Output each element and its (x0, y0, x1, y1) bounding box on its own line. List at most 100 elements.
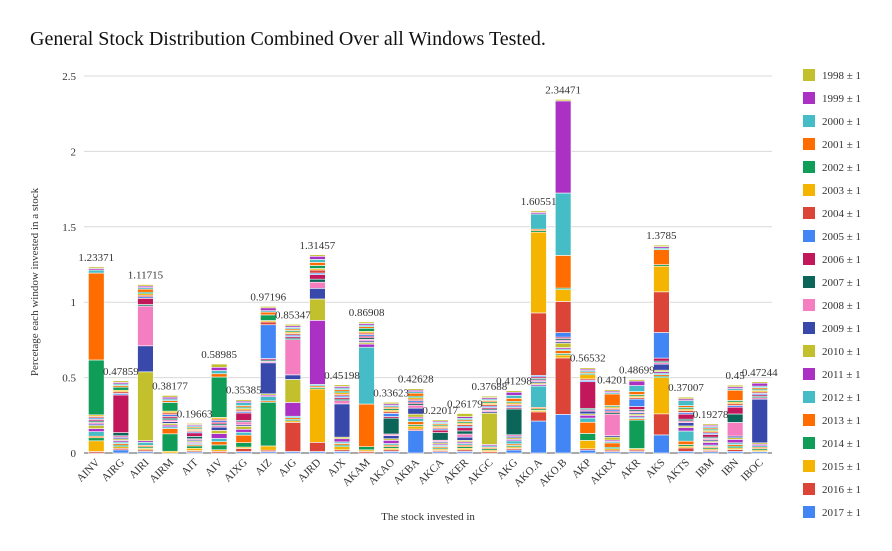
total-label: 2.34471 (545, 84, 581, 96)
bar-segment (579, 449, 596, 454)
bar-stack (382, 401, 400, 454)
legend-swatch (803, 437, 815, 449)
legend-item: 2011 ± 1 (803, 368, 861, 381)
bar-segment (358, 346, 375, 405)
bar-segment (554, 350, 572, 354)
bar-segment (579, 414, 596, 419)
x-tick-label: IBM (694, 456, 717, 479)
bar-segment (260, 401, 277, 447)
legend-item: 2013 ± 1 (803, 414, 861, 427)
bar-segment (88, 359, 105, 416)
bar-segment (505, 408, 523, 436)
bar-segment (604, 436, 621, 441)
bar-segment (579, 421, 596, 434)
bar-segment (137, 305, 154, 347)
bar-segment (505, 394, 523, 399)
legend-swatch (803, 414, 815, 426)
legend-swatch (803, 506, 815, 518)
bar-segment (554, 192, 572, 256)
legend-label: 2002 ± 1 (822, 162, 861, 174)
bar-segment (579, 410, 596, 415)
bar-segment (260, 445, 277, 451)
bar-segment (210, 426, 228, 431)
bar-segment (726, 413, 744, 423)
total-label: 1.31457 (300, 240, 336, 252)
bar-segment (235, 426, 252, 430)
bar-stack (235, 399, 252, 454)
bar-segment (186, 445, 203, 449)
x-tick-label: AIRM (147, 456, 176, 485)
y-tick-label: 0 (71, 448, 77, 460)
bar-segment (382, 413, 400, 417)
bar-segment (284, 379, 302, 403)
total-label: 0.45 (726, 370, 746, 382)
bar-segment (554, 99, 572, 102)
legend-label: 2000 ± 1 (822, 116, 861, 128)
bar-segment (260, 314, 277, 321)
legend-label: 2016 ± 1 (822, 484, 861, 496)
bar-segment (88, 266, 105, 269)
total-label: 1.23371 (78, 252, 114, 264)
bar-stack (309, 254, 326, 454)
bar-segment (112, 386, 130, 391)
bar-segment (554, 357, 572, 415)
bar-stack (137, 284, 154, 454)
legend-item: 2015 ± 1 (803, 460, 861, 473)
y-tick-label: 1 (71, 297, 77, 309)
bar-segment (235, 412, 252, 421)
bar-segment (751, 398, 768, 444)
bar-segment (284, 422, 302, 452)
bar-segment (358, 327, 375, 332)
bar-segment (235, 448, 252, 452)
bar-segment (186, 423, 203, 425)
bar-segment (604, 393, 621, 406)
legend-swatch (803, 92, 815, 104)
legend-swatch (803, 483, 815, 495)
bar-segment (260, 321, 277, 326)
legend-swatch (803, 207, 815, 219)
bar-stack (604, 389, 621, 454)
total-label: 0.41298 (496, 376, 532, 388)
legend-item: 2017 ± 1 (803, 506, 861, 519)
bar-segment (407, 413, 424, 418)
bar-segment (653, 434, 670, 454)
bar-segment (309, 442, 326, 452)
x-tick-label: AIZ (253, 456, 275, 478)
bar-segment (210, 430, 228, 434)
legend-item: 2016 ± 1 (803, 483, 861, 496)
bar-stack (554, 99, 572, 454)
bar-segment (309, 259, 326, 263)
legend-item: 1998 ± 1 (803, 69, 861, 82)
bar-segment (456, 433, 474, 438)
bar-stack (210, 363, 228, 454)
legend-label: 2007 ± 1 (822, 277, 861, 289)
bar-segment (751, 381, 768, 384)
bar-segment (677, 396, 695, 400)
bar-segment (210, 438, 228, 442)
bar-segment (407, 388, 424, 391)
bar-stack (333, 384, 351, 454)
bar-segment (481, 412, 498, 445)
bar-segment (88, 431, 105, 437)
bar-stack (407, 388, 424, 454)
bar-segment (407, 407, 424, 415)
bar-segment (382, 440, 400, 444)
bar-stack (628, 379, 646, 454)
x-tick-label: AKAM (340, 456, 372, 488)
bar-segment (456, 436, 474, 441)
y-axis: 0 0.5 1 1.5 2 2.5 (62, 71, 76, 460)
bar-segment (505, 391, 523, 396)
legend-swatch (803, 115, 815, 127)
bar-segment (432, 419, 449, 422)
x-tick-label: AKAO (366, 457, 397, 488)
total-label: 0.42628 (398, 374, 434, 386)
legend-swatch (803, 138, 815, 150)
bar-segment (579, 381, 596, 409)
legend-swatch (803, 161, 815, 173)
bar-segment (554, 289, 572, 302)
bar-segment (333, 400, 351, 405)
total-label: 0.33623 (373, 387, 409, 399)
legend-label: 2012 ± 1 (822, 392, 861, 404)
bar-segment (677, 430, 695, 442)
bar-segment (260, 396, 277, 402)
